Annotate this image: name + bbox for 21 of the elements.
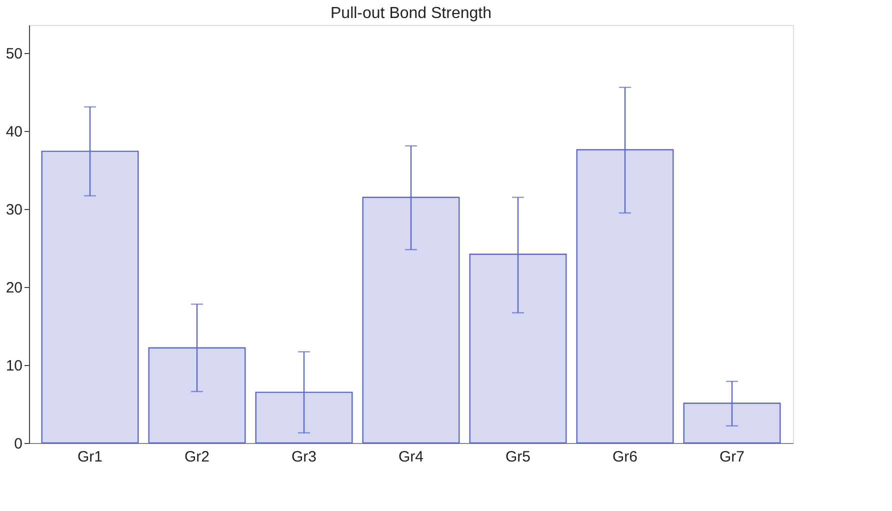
bar [41, 150, 139, 444]
bar [469, 254, 567, 444]
bar [362, 196, 460, 444]
x-tick-label: Gr3 [291, 448, 317, 466]
bar [683, 402, 781, 444]
bar [576, 149, 674, 444]
y-tick-label: 10 [6, 358, 22, 375]
y-tick-label: 30 [6, 202, 22, 219]
y-tick-label: 0 [14, 436, 22, 452]
x-tick-label: Gr2 [184, 448, 210, 466]
y-tick-label: 50 [6, 46, 22, 63]
x-tick-label: Gr4 [398, 448, 424, 466]
bar [255, 392, 353, 444]
x-tick-label: Gr6 [612, 448, 638, 466]
x-tick-label: Gr1 [77, 448, 102, 466]
y-tick-label: 40 [6, 124, 22, 141]
x-tick-label: Gr5 [505, 448, 531, 466]
x-tick-label: Gr7 [720, 448, 745, 466]
bar [148, 347, 246, 444]
chart-title: Pull-out Bond Strength [330, 5, 492, 22]
y-tick-label: 20 [6, 280, 22, 297]
